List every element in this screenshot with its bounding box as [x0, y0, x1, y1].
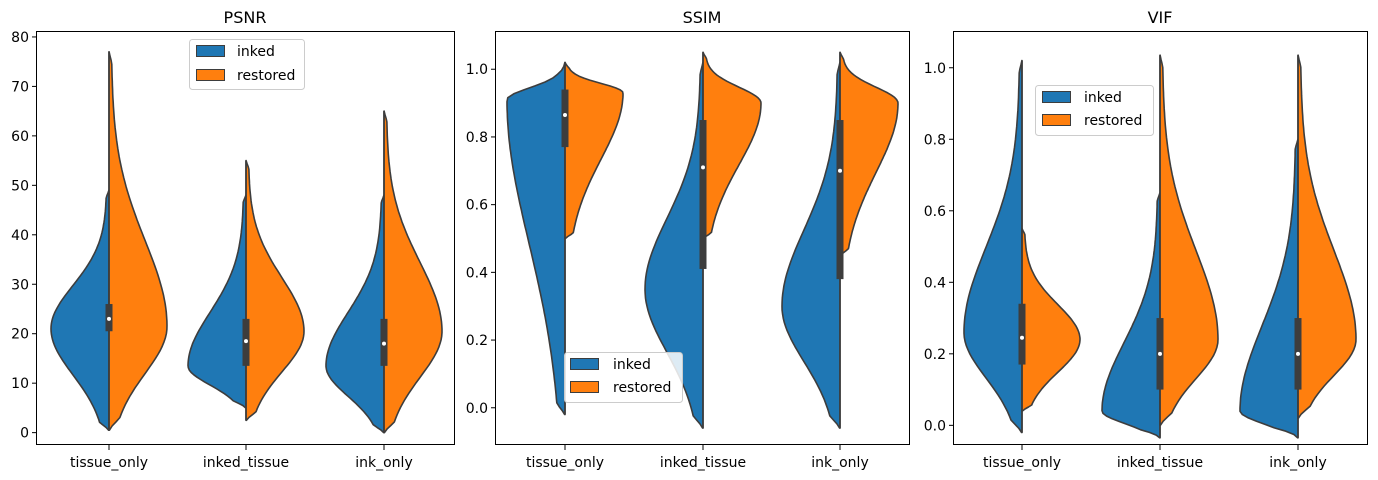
y-tick-label: 1.0 — [466, 62, 488, 78]
iqr-box-tissue_only — [561, 89, 569, 148]
iqr-box-inked_tissue — [699, 120, 707, 269]
inner-boxes — [1018, 55, 1302, 438]
violin-inked-tissue_only — [963, 59, 1023, 434]
panel-ssim: SSIM 0.0 0.2 0.4 0.6 0.8 1.0 tissue_only inked… — [466, 8, 910, 471]
legend: inked restored — [564, 352, 683, 403]
y-tick-label: 0.6 — [466, 198, 488, 214]
panel-psnr: PSNR 0 10 20 30 40 50 60 70 80 tissue_only inked_… — [11, 8, 455, 471]
violin-restored-inked_tissue — [245, 159, 305, 422]
panel-title: VIF — [1148, 8, 1173, 27]
y-tick-label: 70 — [11, 79, 29, 95]
violin-inked-tissue_only — [50, 189, 110, 431]
median-dot-tissue_only — [1020, 335, 1024, 340]
legend-swatch-inked — [1042, 91, 1071, 103]
panel-title: PSNR — [224, 8, 267, 27]
x-tick-label: tissue_only — [526, 455, 604, 471]
x-tick-label: ink_only — [355, 455, 412, 471]
legend-label-restored: restored — [237, 68, 295, 84]
y-axis: 0.0 0.2 0.4 0.6 0.8 1.0 — [924, 61, 954, 434]
violin-restored-inked_tissue — [702, 51, 762, 240]
median-dot-inked_tissue — [701, 165, 705, 170]
violins — [963, 54, 1357, 439]
legend: inked restored — [1035, 85, 1154, 136]
violins — [50, 50, 443, 434]
legend-swatch-inked — [196, 45, 225, 57]
y-tick-label: 20 — [11, 327, 29, 343]
y-tick-label: 0.6 — [924, 204, 946, 220]
x-tick-label: inked_tissue — [660, 455, 746, 471]
panel-vif: VIF 0.0 0.2 0.4 0.6 0.8 1.0 tissue_only inked_… — [924, 8, 1368, 471]
legend-label-inked: inked — [613, 357, 651, 373]
legend-label-inked: inked — [1084, 90, 1122, 106]
axes-frame — [495, 31, 910, 445]
y-axis: 0 10 20 30 40 50 60 70 80 — [11, 30, 37, 442]
median-dot-tissue_only — [563, 112, 567, 117]
violin-inked-ink_only — [325, 194, 385, 434]
x-axis: tissue_only inked_tissue ink_only — [526, 445, 869, 471]
y-tick-label: 0 — [20, 426, 29, 442]
x-tick-label: tissue_only — [70, 455, 148, 471]
y-tick-label: 0.0 — [924, 418, 946, 434]
x-axis: tissue_only inked_tissue ink_only — [70, 445, 413, 471]
x-axis: tissue_only inked_tissue ink_only — [983, 445, 1327, 471]
inner-boxes — [105, 51, 388, 433]
axes-frame — [953, 31, 1368, 445]
x-tick-label: inked_tissue — [1117, 455, 1203, 471]
violin-inked-ink_only — [1239, 138, 1299, 439]
x-tick-label: ink_only — [1269, 455, 1326, 471]
y-tick-label: 80 — [11, 30, 29, 46]
violin-restored-tissue_only — [564, 61, 624, 240]
median-dot-inked_tissue — [1158, 351, 1162, 356]
violin-restored-inked_tissue — [1159, 54, 1219, 427]
iqr-box-ink_only — [836, 120, 844, 280]
median-dot-ink_only — [382, 341, 386, 346]
legend-label-inked: inked — [237, 44, 275, 60]
legend-swatch-restored — [196, 69, 225, 81]
y-tick-label: 50 — [11, 178, 29, 194]
y-tick-label: 30 — [11, 277, 29, 293]
legend-swatch-restored — [570, 381, 599, 393]
violin-inked-tissue_only — [506, 61, 566, 416]
violin-restored-ink_only — [383, 110, 443, 434]
y-tick-label: 0.2 — [466, 333, 488, 349]
x-tick-label: tissue_only — [983, 455, 1061, 471]
y-tick-label: 40 — [11, 228, 29, 244]
legend: inked restored — [189, 39, 305, 90]
y-tick-label: 0.8 — [466, 130, 488, 146]
y-tick-label: 0.4 — [466, 265, 488, 281]
y-tick-label: 60 — [11, 129, 29, 145]
median-dot-ink_only — [838, 168, 842, 173]
y-tick-label: 0.2 — [924, 347, 946, 363]
median-dot-tissue_only — [107, 316, 111, 321]
iqr-box-tissue_only — [1018, 303, 1026, 365]
violin-restored-ink_only — [839, 51, 899, 257]
violins — [506, 51, 899, 429]
x-tick-label: inked_tissue — [203, 455, 289, 471]
legend-label-restored: restored — [1084, 113, 1142, 129]
violin-inked-ink_only — [781, 61, 841, 429]
median-dot-inked_tissue — [244, 339, 248, 344]
y-axis: 0.0 0.2 0.4 0.6 0.8 1.0 — [466, 62, 496, 417]
y-tick-label: 1.0 — [924, 61, 946, 77]
panel-title: SSIM — [683, 8, 722, 27]
violin-restored-tissue_only — [108, 50, 168, 431]
violin-inked-inked_tissue — [187, 194, 247, 409]
violin-inked-inked_tissue — [1101, 192, 1161, 439]
legend-swatch-restored — [1042, 114, 1071, 126]
legend-swatch-inked — [570, 358, 599, 370]
legend-label-restored: restored — [613, 380, 671, 396]
median-dot-ink_only — [1296, 351, 1300, 356]
y-tick-label: 0.0 — [466, 401, 488, 417]
violin-restored-tissue_only — [1021, 227, 1081, 412]
y-tick-label: 0.4 — [924, 275, 946, 291]
y-tick-label: 10 — [11, 376, 29, 392]
axes-frame — [36, 31, 455, 445]
y-tick-label: 0.8 — [924, 132, 946, 148]
violin-restored-ink_only — [1297, 54, 1357, 419]
x-tick-label: ink_only — [811, 455, 868, 471]
